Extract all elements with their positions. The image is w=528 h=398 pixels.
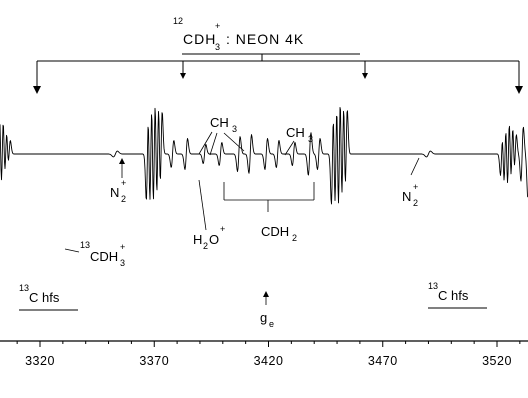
- cdh2-label: CDH: [261, 224, 289, 239]
- h2o-label-sub: 2: [203, 241, 208, 251]
- ch3-label-sub: 3: [308, 134, 313, 144]
- n2-right-label: N: [402, 189, 411, 204]
- title-rest: : NEON 4K: [226, 31, 304, 47]
- title-species-sup: +: [215, 21, 220, 31]
- x-axis-ticks: 3320 3370 3420 3470 3520: [16, 341, 521, 368]
- n2-left-label: N: [110, 185, 119, 200]
- c13cdh3-label: CDH: [90, 249, 118, 264]
- hf-bracket: [36, 54, 520, 88]
- n2-left-sup: +: [121, 178, 126, 188]
- c13cdh3-mass: 13: [80, 240, 90, 250]
- n2-left-sub: 2: [121, 194, 126, 204]
- title-species: CDH: [183, 31, 216, 47]
- ch3-label: CH: [210, 115, 229, 130]
- title-species-sub: 3: [215, 42, 220, 52]
- title-mass: 12: [173, 16, 183, 26]
- c13-hfs-right-label: C hfs: [438, 288, 469, 303]
- ge-label-sub: e: [269, 319, 274, 329]
- x-tick-label: 3520: [482, 354, 512, 368]
- ch3-arrows: [198, 131, 295, 156]
- ch3-label-sub: 3: [232, 124, 237, 134]
- chart-title: 12 CDH 3 + : NEON 4K: [173, 16, 360, 55]
- cdh2-bracket: [223, 182, 315, 212]
- n2-right-arrow: [410, 157, 420, 176]
- h2o-label: H: [193, 232, 202, 247]
- h2o-label-sup: +: [220, 224, 225, 234]
- spectrum-trace: [0, 107, 528, 205]
- bracket-arrows: [33, 73, 523, 94]
- ch3-label: CH: [286, 125, 305, 140]
- c13cdh3-sub: 3: [120, 258, 125, 268]
- n2-right-sup: +: [413, 182, 418, 192]
- x-tick-label: 3420: [254, 354, 284, 368]
- c13-hfs-left-mass: 13: [19, 283, 29, 293]
- c13-hfs-right-mass: 13: [428, 281, 438, 291]
- x-axis: 3320 3370 3420 3470 3520: [0, 340, 528, 368]
- c13-hfs-left-label: C hfs: [29, 290, 60, 305]
- x-tick-label: 3320: [25, 354, 55, 368]
- ge-label: g: [260, 310, 267, 325]
- cdh2-label-sub: 2: [292, 233, 297, 243]
- x-tick-label: 3370: [139, 354, 169, 368]
- h2o-label-o: O: [209, 232, 219, 247]
- x-tick-label: 3470: [368, 354, 398, 368]
- c13cdh3-arrow: [64, 248, 80, 253]
- c13cdh3-sup: +: [120, 242, 125, 252]
- h2o-arrow: [198, 179, 207, 231]
- n2-right-sub: 2: [413, 198, 418, 208]
- annotations: CH 3 CH 3 H 2 O + CDH 2 N 2 +: [19, 115, 487, 329]
